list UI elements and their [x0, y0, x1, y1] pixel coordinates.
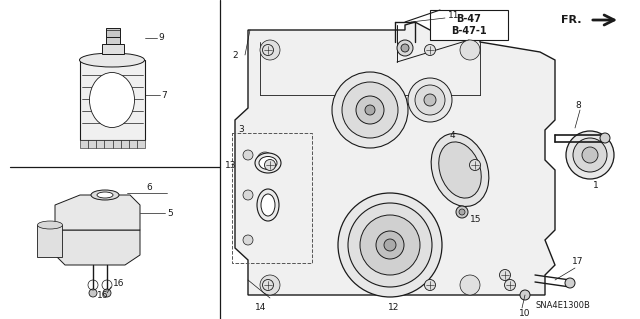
Bar: [80, 60, 145, 140]
Circle shape: [504, 279, 515, 291]
Circle shape: [460, 40, 480, 60]
Text: 6: 6: [146, 182, 152, 191]
Text: 11: 11: [448, 11, 460, 19]
Text: B-47: B-47: [456, 14, 481, 24]
Circle shape: [565, 278, 575, 288]
Text: 16: 16: [97, 291, 109, 300]
Circle shape: [262, 44, 273, 56]
Circle shape: [424, 94, 436, 106]
Bar: [104, 140, 113, 148]
Text: 13: 13: [225, 160, 237, 169]
Circle shape: [401, 44, 409, 52]
Bar: [102, 44, 124, 54]
Circle shape: [348, 203, 432, 287]
Text: 9: 9: [158, 33, 164, 42]
Circle shape: [243, 190, 253, 200]
Circle shape: [365, 105, 375, 115]
Ellipse shape: [431, 134, 489, 206]
Text: SNA4E1300B: SNA4E1300B: [535, 300, 590, 309]
Text: FR.: FR.: [561, 15, 582, 25]
Ellipse shape: [255, 153, 281, 173]
Circle shape: [89, 289, 97, 297]
Circle shape: [332, 72, 408, 148]
Circle shape: [573, 138, 607, 172]
Circle shape: [260, 275, 280, 295]
Circle shape: [424, 44, 435, 56]
Text: 14: 14: [255, 303, 266, 313]
Circle shape: [467, 152, 483, 168]
Bar: [88, 140, 96, 148]
Circle shape: [356, 96, 384, 124]
Bar: [113, 140, 120, 148]
Circle shape: [520, 290, 530, 300]
Circle shape: [342, 82, 398, 138]
Text: 4: 4: [450, 130, 456, 139]
Circle shape: [264, 160, 275, 170]
Circle shape: [384, 239, 396, 251]
Circle shape: [566, 131, 614, 179]
Text: 7: 7: [161, 91, 167, 100]
Ellipse shape: [97, 192, 113, 198]
Circle shape: [338, 193, 442, 297]
Circle shape: [499, 270, 511, 280]
Text: 12: 12: [388, 303, 399, 313]
Circle shape: [600, 133, 610, 143]
Circle shape: [397, 40, 413, 56]
Circle shape: [424, 279, 435, 291]
Circle shape: [243, 150, 253, 160]
Circle shape: [260, 40, 280, 60]
Circle shape: [415, 85, 445, 115]
Circle shape: [582, 147, 598, 163]
Ellipse shape: [91, 190, 119, 200]
Circle shape: [460, 275, 480, 295]
Text: 3: 3: [238, 125, 244, 135]
Polygon shape: [55, 230, 140, 265]
Text: 16: 16: [113, 278, 125, 287]
Bar: [232, 133, 312, 263]
Circle shape: [257, 152, 273, 168]
Bar: [96, 140, 104, 148]
Circle shape: [103, 289, 111, 297]
Bar: [137, 140, 145, 148]
Circle shape: [243, 235, 253, 245]
Polygon shape: [235, 22, 555, 295]
Text: 5: 5: [167, 209, 173, 218]
Bar: [80, 140, 88, 148]
Bar: [106, 36, 120, 44]
Text: 10: 10: [519, 308, 531, 317]
Text: 1: 1: [593, 181, 599, 189]
Text: 15: 15: [470, 216, 481, 225]
Text: 8: 8: [575, 100, 580, 109]
Text: B-47-1: B-47-1: [451, 26, 487, 36]
Bar: [37, 225, 62, 257]
Polygon shape: [55, 195, 140, 230]
Circle shape: [360, 215, 420, 275]
Text: 2: 2: [232, 50, 237, 60]
Circle shape: [262, 279, 273, 291]
Circle shape: [459, 209, 465, 215]
Bar: [106, 28, 120, 37]
Circle shape: [376, 231, 404, 259]
Ellipse shape: [439, 142, 481, 198]
Ellipse shape: [259, 157, 277, 169]
Ellipse shape: [38, 221, 63, 229]
Ellipse shape: [261, 194, 275, 216]
Circle shape: [456, 206, 468, 218]
Bar: [430, 10, 508, 40]
Ellipse shape: [257, 189, 279, 221]
Circle shape: [408, 78, 452, 122]
Circle shape: [470, 160, 481, 170]
Bar: [129, 140, 137, 148]
Bar: [120, 140, 129, 148]
Text: 17: 17: [572, 257, 584, 266]
Ellipse shape: [79, 53, 145, 67]
Ellipse shape: [90, 72, 134, 128]
